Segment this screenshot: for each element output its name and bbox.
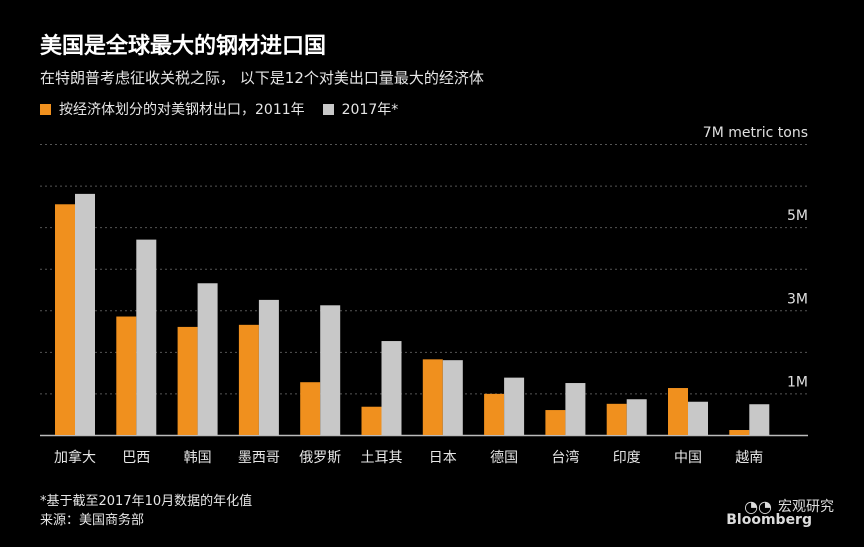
bar-2017 <box>626 399 647 435</box>
legend-item-2017: 2017年* <box>322 99 399 119</box>
bar-2011 <box>606 403 627 435</box>
legend-label-2011: 按经济体划分的对美钢材出口，2011年 <box>59 102 305 118</box>
x-tick-label: 加拿大 <box>54 449 96 466</box>
x-tick-label: 中国 <box>674 450 702 466</box>
chart-subtitle: 在特朗普考虑征收关税之际， 以下是12个对美出口量最大的经济体 <box>40 69 484 87</box>
x-tick-label: 俄罗斯 <box>299 450 341 466</box>
bar-2011 <box>361 406 382 435</box>
x-tick-label: 日本 <box>429 450 457 466</box>
bar-2011 <box>55 204 75 435</box>
legend: 按经济体划分的对美钢材出口，2011年 2017年* <box>40 99 416 119</box>
y-tick-label: 5M <box>787 208 808 224</box>
bar-2011 <box>422 359 443 435</box>
bar-2011 <box>238 324 259 435</box>
x-tick-label: 印度 <box>613 450 641 466</box>
x-tick-label: 韩国 <box>184 450 212 466</box>
bar-2017 <box>197 283 218 435</box>
wechat-icon: ◔◔ <box>744 496 772 516</box>
bar-2017 <box>442 360 463 435</box>
bar-2017 <box>320 305 341 435</box>
bar-2011 <box>668 388 688 435</box>
x-tick-label: 台湾 <box>551 449 579 466</box>
bar-2011 <box>729 430 750 435</box>
legend-item-2011: 按经济体划分的对美钢材出口，2011年 <box>40 99 305 119</box>
legend-label-2017: 2017年* <box>341 102 399 118</box>
bar-2017 <box>75 193 95 435</box>
bar-2017 <box>136 239 157 435</box>
source-note: 来源：美国商务部 <box>40 513 145 528</box>
bar-2017 <box>504 377 525 435</box>
x-tick-label: 墨西哥 <box>238 450 280 466</box>
bar-2017 <box>749 404 770 435</box>
bar-2011 <box>484 393 505 435</box>
x-tick-label: 土耳其 <box>361 450 403 466</box>
legend-swatch-2011 <box>40 103 51 115</box>
x-tick-label: 德国 <box>490 450 518 466</box>
bar-2011 <box>300 382 321 435</box>
footnote: *基于截至2017年10月数据的年化值 <box>40 494 253 509</box>
bar-2011 <box>116 316 137 435</box>
legend-swatch-2017 <box>322 103 334 115</box>
bar-2017 <box>381 341 402 435</box>
x-tick-label: 巴西 <box>122 450 150 466</box>
watermark: ◔◔ 宏观研究 <box>744 496 834 516</box>
chart-title: 美国是全球最大的钢材进口国 <box>40 34 327 59</box>
bar-2017 <box>565 383 586 435</box>
y-tick-label: 7M metric tons <box>703 125 808 141</box>
y-tick-label: 3M <box>787 291 808 307</box>
bar-2017 <box>258 299 279 435</box>
y-tick-label: 1M <box>787 374 808 390</box>
bar-2017 <box>688 401 708 435</box>
bar-2011 <box>545 410 566 435</box>
bar-2011 <box>177 326 198 435</box>
brand-logo: Bloomberg <box>726 512 812 528</box>
watermark-text: 宏观研究 <box>778 499 834 515</box>
x-tick-label: 越南 <box>735 450 763 466</box>
